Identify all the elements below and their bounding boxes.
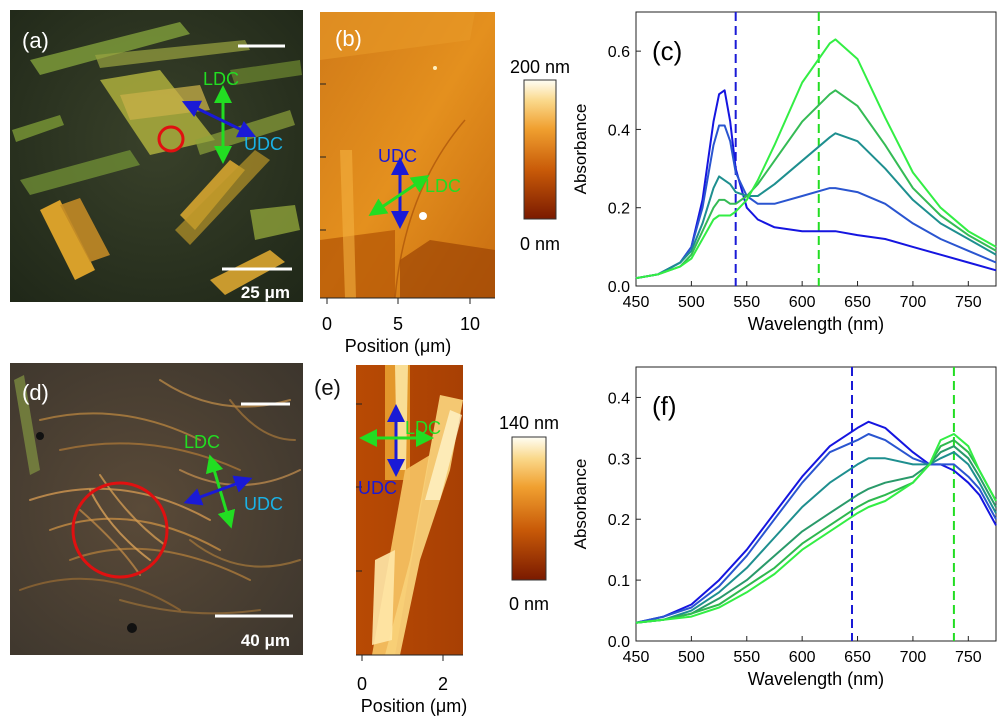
- panel-e-afm: 0 2 Position (μm) (e) LDC UDC: [314, 365, 467, 716]
- x-tick-label: 700: [900, 649, 927, 666]
- y-tick-label: 0.4: [608, 122, 630, 139]
- panel-d-scale-label: 40 μm: [241, 631, 290, 650]
- panel-f-chart: (f) 450 500 550 600 650 700 750 0.0 0.1 0.2 0.3 0.4…: [571, 366, 997, 689]
- x-tick-label: 750: [955, 649, 982, 666]
- panel-c-label: (c): [652, 36, 682, 66]
- panel-b-ldc-arrow: [368, 174, 430, 217]
- y-tick-label: 0.2: [608, 512, 630, 529]
- panel-e-udc-label: UDC: [358, 478, 397, 498]
- series-line: [635, 420, 997, 624]
- panel-a-red-circle-marker: [157, 125, 185, 153]
- plot-frame: [635, 11, 997, 287]
- panel-a-crystals: [12, 22, 302, 295]
- panel-d-crystal: [14, 375, 40, 475]
- panel-a-ldc-label: LDC: [203, 69, 239, 89]
- y-tick-label: 0.3: [608, 451, 630, 468]
- panel-b-x-tick-label: 10: [460, 314, 480, 334]
- panel-d-label: (d): [22, 380, 49, 405]
- series-line: [635, 89, 997, 280]
- x-tick-label: 650: [844, 294, 871, 311]
- panel-b-y-ticks: [320, 83, 326, 231]
- panel-e-colorbar-min: 0 nm: [509, 594, 549, 614]
- panel-a-udc-label: UDC: [244, 134, 283, 154]
- series-line: [635, 132, 997, 280]
- panel-a-udc-arrow: [181, 100, 257, 138]
- x-tick-label: 600: [789, 649, 816, 666]
- series-line: [635, 38, 997, 280]
- x-tick-label: 600: [789, 294, 816, 311]
- panel-b-colorbar-max: 200 nm: [510, 57, 570, 77]
- y-tick-label: 0.1: [608, 573, 630, 590]
- panel-a-label: (a): [22, 28, 49, 53]
- panel-e-x-tick-label: 2: [438, 674, 448, 694]
- y-tick-label: 0.0: [608, 279, 630, 296]
- panel-d-micrograph: 40 μm (d) LDC UDC: [10, 363, 303, 655]
- panel-e-colorbar: 140 nm 0 nm: [499, 413, 559, 614]
- x-tick-label: 650: [844, 649, 871, 666]
- panel-c-chart: (c) 450 500 550 600 650 700 750 0.0 0.2 0.4 0.6 Wa…: [571, 11, 997, 334]
- x-tick-label: 550: [733, 294, 760, 311]
- panel-e-ldc-label: LDC: [405, 418, 441, 438]
- panel-e-y-ticks: [356, 403, 362, 572]
- x-tick-label: 550: [733, 649, 760, 666]
- x-tick-label: 700: [900, 294, 927, 311]
- y-tick-label: 0.0: [608, 634, 630, 651]
- panel-b-x-axis-title: Position (μm): [345, 336, 451, 356]
- panel-d-ldc-label: LDC: [184, 432, 220, 452]
- panel-e-x-axis-title: Position (μm): [361, 696, 467, 716]
- panel-f-x-axis-title: Wavelength (nm): [748, 669, 884, 689]
- panel-e-colorbar-max: 140 nm: [499, 413, 559, 433]
- panel-b-afm: 0 5 10 Position (μm) (b) UDC LDC: [320, 12, 495, 356]
- series-line: [635, 433, 997, 624]
- y-tick-label: 0.6: [608, 44, 630, 61]
- panel-b-x-tick-label: 0: [322, 314, 332, 334]
- panel-b-colorbar-min: 0 nm: [520, 234, 560, 254]
- panel-c-x-axis-title: Wavelength (nm): [748, 314, 884, 334]
- series-line: [635, 433, 997, 624]
- x-tick-label: 450: [623, 294, 650, 311]
- panel-d-udc-arrow: [183, 475, 253, 506]
- series-line: [635, 124, 997, 280]
- panel-a-micrograph: 25 μm (a) LDC UDC: [10, 10, 303, 302]
- panel-b-ldc-label: LDC: [425, 176, 461, 196]
- series-line: [635, 451, 997, 624]
- panel-c-y-axis-title: Absorbance: [571, 104, 590, 195]
- panel-b-label: (b): [335, 26, 362, 51]
- x-tick-label: 500: [678, 649, 705, 666]
- series-line: [635, 439, 997, 624]
- panel-b-x-ticks: [326, 298, 471, 304]
- panel-c-plot-area: 450 500 550 600 650 700 750 0.0 0.2 0.4 0.6: [608, 11, 997, 311]
- panel-f-label: (f): [652, 391, 677, 421]
- x-tick-label: 450: [623, 649, 650, 666]
- panel-b-colorbar-gradient: [523, 79, 557, 220]
- panel-b-udc-label: UDC: [378, 146, 417, 166]
- panel-b-x-tick-label: 5: [393, 314, 403, 334]
- series-line: [635, 445, 997, 624]
- panel-f-plot-area: 450 500 550 600 650 700 750 0.0 0.1 0.2 0.3 0.4: [608, 366, 997, 666]
- panel-d-udc-label: UDC: [244, 494, 283, 514]
- panel-d-red-circle-marker: [71, 481, 169, 579]
- x-tick-label: 750: [955, 294, 982, 311]
- panel-e-label: (e): [314, 375, 341, 400]
- panel-e-colorbar-gradient: [511, 436, 547, 581]
- plot-frame: [635, 366, 997, 642]
- panel-d-background: [10, 363, 303, 655]
- panel-a-scale-label: 25 μm: [241, 283, 290, 302]
- y-tick-label: 0.2: [608, 201, 630, 218]
- panel-f-y-axis-title: Absorbance: [571, 459, 590, 550]
- panel-e-x-tick-label: 0: [357, 674, 367, 694]
- x-tick-label: 500: [678, 294, 705, 311]
- y-tick-label: 0.4: [608, 390, 630, 407]
- panel-b-colorbar: 200 nm 0 nm: [510, 57, 570, 254]
